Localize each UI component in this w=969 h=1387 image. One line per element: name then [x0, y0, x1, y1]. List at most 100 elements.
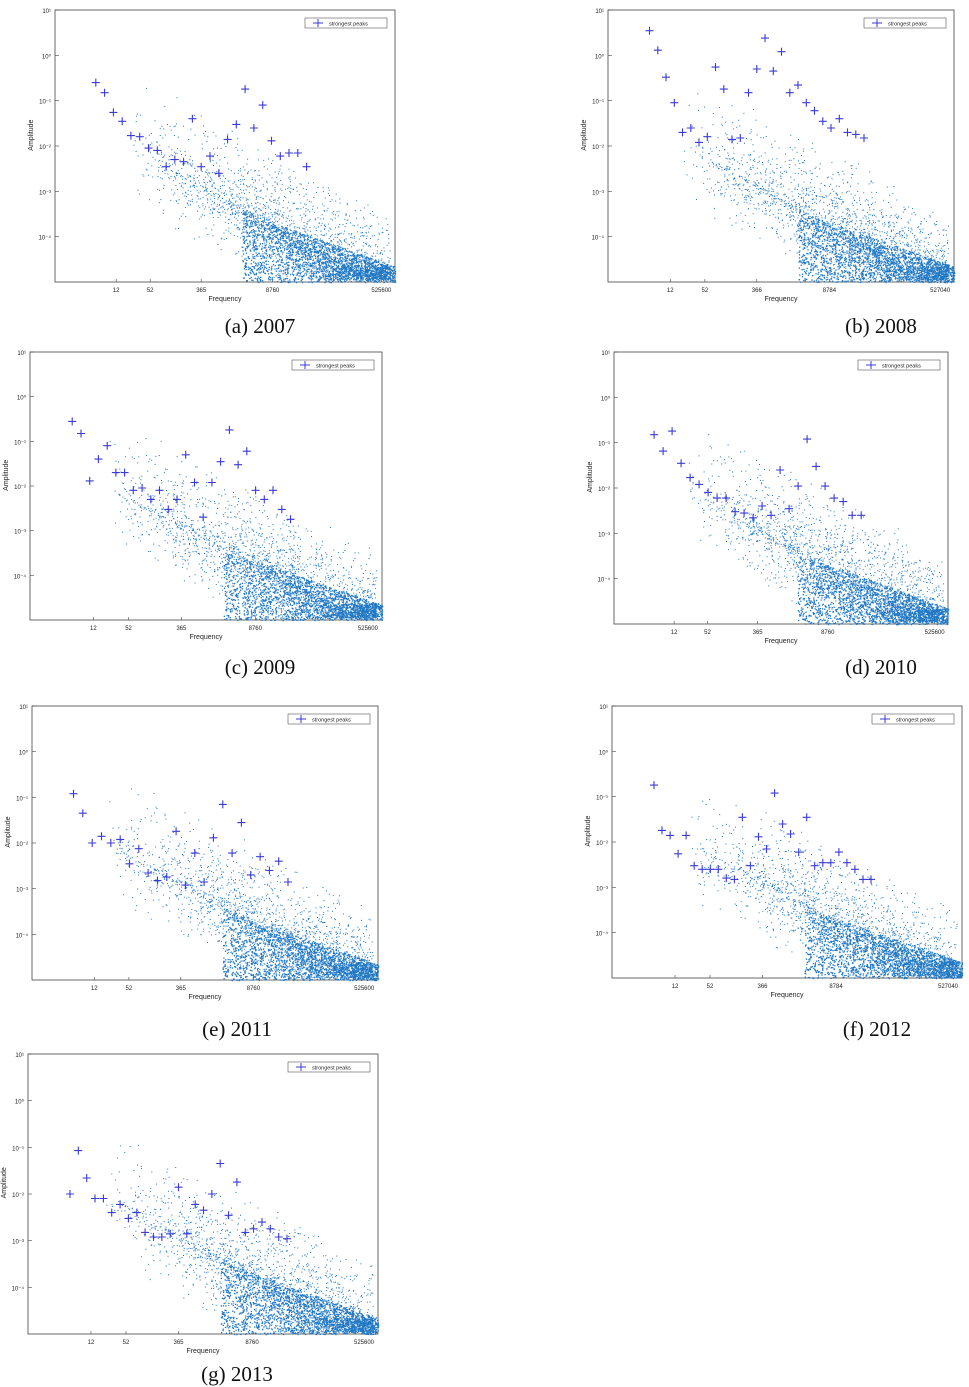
noise-point [319, 268, 320, 269]
noise-point [339, 246, 340, 247]
noise-point [372, 236, 373, 237]
noise-point [247, 202, 248, 203]
noise-point [307, 250, 308, 251]
noise-point [356, 270, 357, 271]
noise-point [357, 225, 358, 226]
noise-point [330, 268, 331, 269]
noise-point [297, 250, 298, 251]
noise-point [231, 195, 232, 196]
x-tick-label: 52 [702, 288, 709, 294]
noise-point [286, 238, 287, 239]
noise-point [324, 229, 325, 230]
noise-point [247, 233, 248, 234]
noise-point [301, 219, 302, 220]
noise-point [278, 227, 279, 228]
noise-point [246, 217, 247, 218]
noise-point [227, 134, 228, 135]
noise-point [240, 189, 241, 190]
noise-point [245, 263, 246, 264]
noise-point [329, 245, 330, 246]
noise-point [279, 203, 280, 204]
noise-point [188, 194, 189, 195]
noise-point [139, 194, 140, 195]
noise-point [278, 225, 279, 226]
noise-point [299, 273, 300, 274]
noise-point [284, 228, 285, 229]
noise-point [266, 181, 267, 182]
noise-point [206, 184, 207, 185]
noise-point [255, 233, 256, 234]
noise-point [263, 253, 264, 254]
noise-point [253, 215, 254, 216]
noise-point [256, 191, 257, 192]
noise-point [271, 240, 272, 241]
noise-point [175, 185, 176, 186]
noise-point [275, 154, 276, 155]
noise-point [173, 194, 174, 195]
noise-point [884, 241, 885, 242]
noise-point [869, 243, 870, 244]
noise-point [340, 251, 341, 252]
noise-point [735, 194, 736, 195]
noise-point [256, 231, 257, 232]
noise-point [381, 267, 382, 268]
noise-point [378, 281, 379, 282]
noise-point [361, 256, 362, 257]
noise-point [274, 268, 275, 269]
noise-point [178, 228, 179, 229]
noise-point [356, 281, 357, 282]
noise-point [265, 212, 266, 213]
noise-point [278, 239, 279, 240]
noise-point [245, 212, 246, 213]
noise-point [290, 281, 291, 282]
noise-point [160, 165, 161, 166]
noise-point [299, 244, 300, 245]
noise-point [371, 266, 372, 267]
noise-point [237, 212, 238, 213]
noise-point [335, 268, 336, 269]
noise-point [287, 207, 288, 208]
noise-point [293, 171, 294, 172]
noise-point [342, 265, 343, 266]
noise-point [189, 175, 190, 176]
noise-point [281, 216, 282, 217]
noise-point [765, 171, 766, 172]
noise-point [169, 156, 170, 157]
noise-point [238, 155, 239, 156]
noise-point [273, 253, 274, 254]
noise-point [852, 276, 853, 277]
noise-point [346, 250, 347, 251]
noise-point [874, 275, 875, 276]
noise-point [249, 212, 250, 213]
noise-point [158, 170, 159, 171]
noise-point [364, 269, 365, 270]
x-tick-label: 12 [667, 288, 674, 294]
noise-point [283, 238, 284, 239]
noise-point [393, 282, 394, 283]
noise-point [279, 259, 280, 260]
noise-point [317, 256, 318, 257]
noise-point [267, 237, 268, 238]
noise-point [370, 270, 371, 271]
noise-point [329, 261, 330, 262]
noise-point [202, 186, 203, 187]
noise-point [922, 232, 923, 233]
noise-point [332, 220, 333, 221]
noise-point [272, 273, 273, 274]
noise-point [327, 244, 328, 245]
noise-point [290, 192, 291, 193]
noise-point [188, 162, 189, 163]
noise-point [311, 265, 312, 266]
noise-point [259, 224, 260, 225]
noise-point [274, 189, 275, 190]
noise-point [283, 279, 284, 280]
noise-point [378, 267, 379, 268]
noise-point [319, 276, 320, 277]
noise-point [342, 275, 343, 276]
noise-point [256, 197, 257, 198]
noise-point [356, 250, 357, 251]
noise-point [834, 222, 835, 223]
noise-point [269, 238, 270, 239]
noise-point [766, 180, 767, 181]
noise-point [304, 266, 305, 267]
